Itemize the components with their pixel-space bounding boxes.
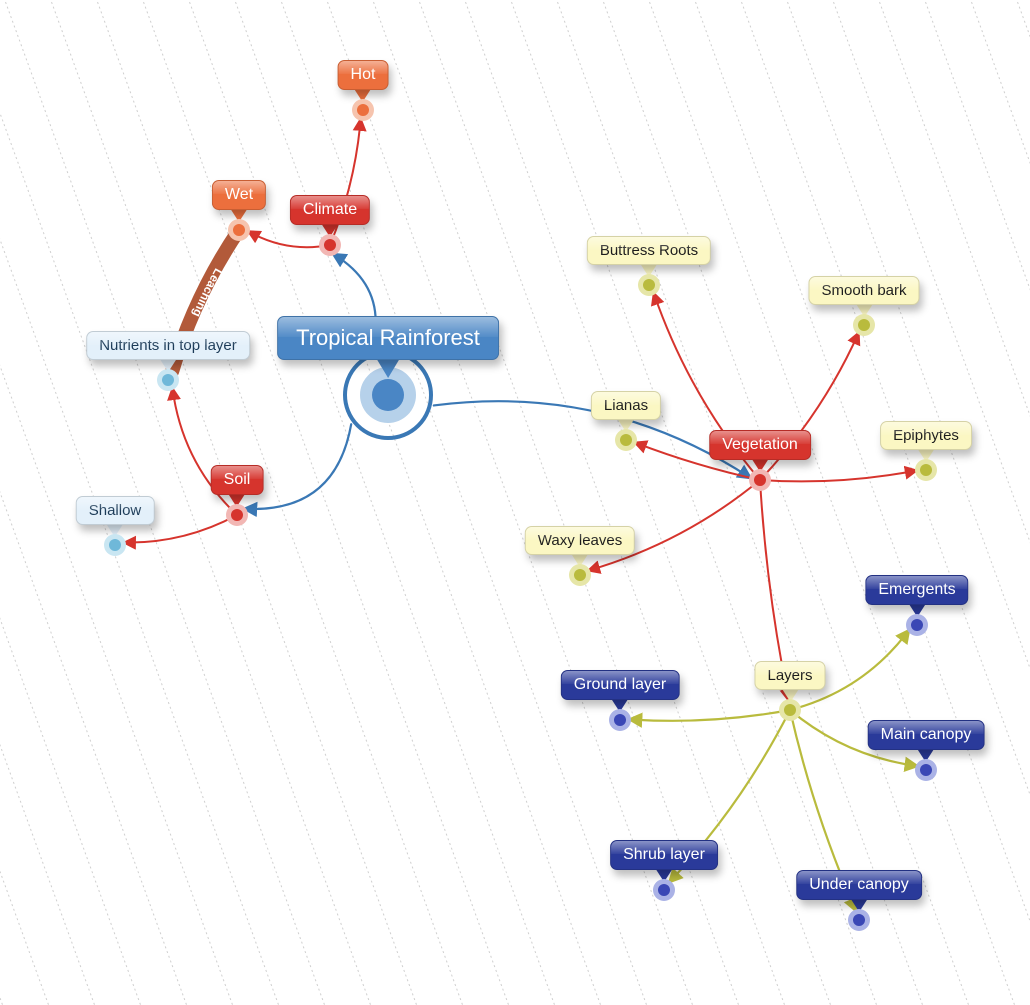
node-hot[interactable]: Hot <box>338 60 389 90</box>
node-label: Climate <box>290 195 370 225</box>
node-epiphytes[interactable]: Epiphytes <box>880 421 972 450</box>
node-soil[interactable]: Soil <box>211 465 264 495</box>
node-dot <box>162 374 174 386</box>
node-dot <box>233 224 245 236</box>
node-dot <box>754 474 766 486</box>
node-dot <box>658 884 670 896</box>
node-ground[interactable]: Ground layer <box>561 670 680 700</box>
node-dot <box>911 619 923 631</box>
node-shallow[interactable]: Shallow <box>76 496 155 525</box>
node-dot <box>853 914 865 926</box>
node-tail <box>376 358 400 378</box>
node-buttress[interactable]: Buttress Roots <box>587 236 711 265</box>
node-dot <box>858 319 870 331</box>
node-dot <box>357 104 369 116</box>
node-undercanopy[interactable]: Under canopy <box>796 870 922 900</box>
node-label: Tropical Rainforest <box>277 316 499 360</box>
edge <box>630 710 790 721</box>
node-label: Emergents <box>865 575 968 605</box>
node-label: Smooth bark <box>808 276 919 305</box>
node-label: Ground layer <box>561 670 680 700</box>
node-label: Wet <box>212 180 266 210</box>
node-dot <box>324 239 336 251</box>
node-shrub[interactable]: Shrub layer <box>610 840 718 870</box>
node-waxy[interactable]: Waxy leaves <box>525 526 635 555</box>
node-label: Under canopy <box>796 870 922 900</box>
node-label: Vegetation <box>709 430 811 460</box>
node-label: Epiphytes <box>880 421 972 450</box>
node-layers[interactable]: Layers <box>754 661 825 690</box>
node-dot <box>920 464 932 476</box>
node-wet[interactable]: Wet <box>212 180 266 210</box>
node-dot <box>574 569 586 581</box>
node-vegetation[interactable]: Vegetation <box>709 430 811 460</box>
node-label: Shrub layer <box>610 840 718 870</box>
node-emergents[interactable]: Emergents <box>865 575 968 605</box>
node-dot <box>109 539 121 551</box>
node-dot <box>620 434 632 446</box>
node-label: Shallow <box>76 496 155 525</box>
node-dot <box>643 279 655 291</box>
node-label: Nutrients in top layer <box>86 331 250 360</box>
node-dot <box>231 509 243 521</box>
node-label: Lianas <box>591 391 661 420</box>
node-label: Layers <box>754 661 825 690</box>
node-nutrients[interactable]: Nutrients in top layer <box>86 331 250 360</box>
edges-layer: Leaching <box>0 0 1030 1005</box>
node-label: Buttress Roots <box>587 236 711 265</box>
node-label: Waxy leaves <box>525 526 635 555</box>
node-label: Hot <box>338 60 389 90</box>
node-maincanopy[interactable]: Main canopy <box>868 720 985 750</box>
node-dot <box>614 714 626 726</box>
center-dot <box>372 379 404 411</box>
background-grid <box>0 0 1030 1005</box>
mindmap-canvas: Leaching Tropical Rainforest Climate Hot We… <box>0 0 1030 1005</box>
node-dot <box>920 764 932 776</box>
node-label: Main canopy <box>868 720 985 750</box>
node-root[interactable]: Tropical Rainforest <box>277 316 499 360</box>
node-smoothbark[interactable]: Smooth bark <box>808 276 919 305</box>
edge <box>249 232 330 248</box>
node-climate[interactable]: Climate <box>290 195 370 225</box>
edge <box>760 471 916 482</box>
node-lianas[interactable]: Lianas <box>591 391 661 420</box>
node-dot <box>784 704 796 716</box>
edge-label: Leaching <box>190 266 226 319</box>
node-label: Soil <box>211 465 264 495</box>
